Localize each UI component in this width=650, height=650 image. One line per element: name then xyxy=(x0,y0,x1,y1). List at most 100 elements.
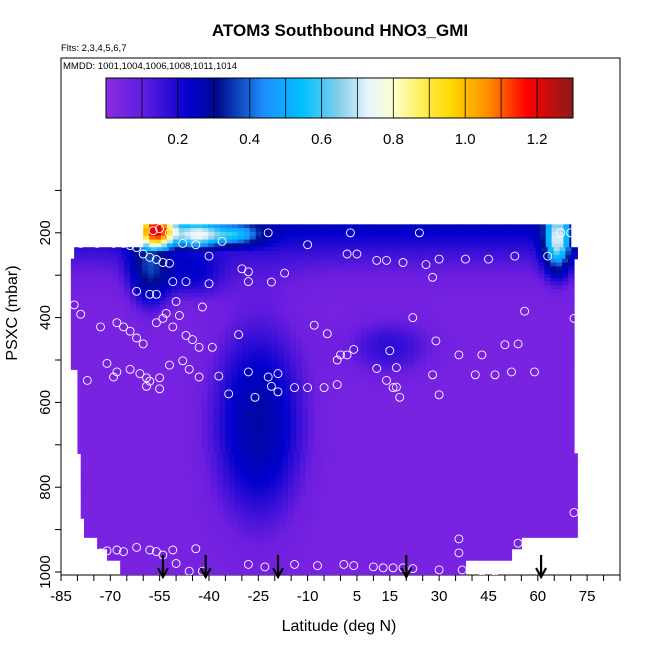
heatmap-cell xyxy=(139,254,146,260)
heatmap-cell xyxy=(313,361,321,367)
heatmap-cell xyxy=(450,231,458,237)
heatmap-cell xyxy=(408,376,416,382)
heatmap-cell xyxy=(212,331,220,336)
heatmap-cell xyxy=(356,231,363,237)
heatmap-cell xyxy=(148,438,155,443)
heatmap-cell xyxy=(242,270,250,275)
heatmap-cell xyxy=(266,388,274,393)
heatmap-cell xyxy=(107,418,114,424)
heatmap-cell xyxy=(326,388,333,393)
heatmap-cell xyxy=(260,258,267,264)
heatmap-cell xyxy=(308,396,315,401)
heatmap-cell xyxy=(218,315,226,321)
heatmap-cell xyxy=(573,357,575,363)
heatmap-cell xyxy=(402,273,409,279)
heatmap-cell xyxy=(396,346,403,351)
heatmap-cell xyxy=(470,247,478,252)
heatmap-cell xyxy=(266,289,273,294)
heatmap-cell xyxy=(568,338,575,344)
heatmap-cell xyxy=(510,243,517,248)
heatmap-cell xyxy=(437,315,445,321)
heatmap-cell xyxy=(373,392,380,397)
heatmap-cell xyxy=(109,254,117,260)
heatmap-cell xyxy=(289,338,297,344)
heatmap-cell xyxy=(538,312,545,317)
heatmap-cell xyxy=(248,331,255,336)
heatmap-cell xyxy=(550,338,557,344)
heatmap-cell xyxy=(76,293,84,298)
heatmap-cell xyxy=(237,426,244,431)
heatmap-cell xyxy=(485,289,492,294)
heatmap-cell xyxy=(521,376,528,382)
heatmap-cell xyxy=(296,388,303,393)
heatmap-cell xyxy=(425,331,433,336)
heatmap-cell xyxy=(520,262,528,267)
heatmap-cell xyxy=(154,445,161,451)
heatmap-cell xyxy=(450,224,458,229)
heatmap-cell xyxy=(230,319,238,325)
heatmap-cell xyxy=(207,361,214,367)
heatmap-cell xyxy=(76,361,84,367)
heatmap-cell xyxy=(544,312,551,317)
heatmap-cell xyxy=(88,357,96,363)
heatmap-cell xyxy=(559,254,567,260)
heatmap-cell xyxy=(521,369,528,374)
heatmap-cell xyxy=(148,396,155,401)
heatmap-cell xyxy=(272,296,279,302)
heatmap-cell xyxy=(550,403,558,409)
heatmap-cell xyxy=(467,281,474,286)
heatmap-cell xyxy=(443,300,451,306)
heatmap-cell xyxy=(151,251,158,256)
heatmap-cell xyxy=(533,388,540,393)
heatmap-cell xyxy=(450,418,457,424)
heatmap-cell xyxy=(366,293,374,298)
heatmap-cell xyxy=(260,342,267,348)
heatmap-cell xyxy=(547,247,555,252)
heatmap-cell xyxy=(326,426,333,431)
heatmap-cell xyxy=(260,304,267,309)
heatmap-cell xyxy=(468,243,476,248)
heatmap-cell xyxy=(231,380,238,386)
heatmap-cell xyxy=(473,315,480,321)
heatmap-cell xyxy=(248,338,255,344)
heatmap-cell xyxy=(242,312,250,317)
heatmap-cell xyxy=(308,445,315,451)
heatmap-cell xyxy=(83,373,90,378)
heatmap-cell xyxy=(107,396,114,401)
heatmap-cell xyxy=(260,434,268,439)
heatmap-cell xyxy=(178,231,186,237)
heatmap-cell xyxy=(189,338,196,344)
heatmap-cell xyxy=(296,392,303,397)
heatmap-cell xyxy=(356,239,363,244)
heatmap-cell xyxy=(172,407,179,412)
heatmap-cell xyxy=(449,338,457,344)
heatmap-cell xyxy=(557,228,565,233)
heatmap-cell xyxy=(510,235,517,241)
heatmap-cell xyxy=(142,376,150,382)
heatmap-cell xyxy=(539,430,546,435)
heatmap-cell xyxy=(420,357,427,363)
heatmap-cell xyxy=(313,285,321,290)
heatmap-cell xyxy=(295,350,303,355)
heatmap-cell xyxy=(118,445,126,451)
heatmap-cell xyxy=(456,403,463,409)
heatmap-cell xyxy=(153,334,161,340)
heatmap-cell xyxy=(479,369,487,374)
heatmap-cell xyxy=(362,231,369,237)
heatmap-cell xyxy=(539,239,547,244)
heatmap-cell xyxy=(468,235,476,241)
heatmap-cell xyxy=(408,296,415,302)
heatmap-cell xyxy=(497,327,504,332)
heatmap-cell xyxy=(112,266,119,271)
heatmap-cell xyxy=(445,235,452,241)
heatmap-cell xyxy=(420,285,427,290)
heatmap-cell xyxy=(313,357,321,363)
heatmap-cell xyxy=(326,243,334,248)
heatmap-cell xyxy=(172,426,179,431)
heatmap-cell xyxy=(77,438,84,443)
heatmap-cell xyxy=(467,277,474,283)
heatmap-cell xyxy=(296,430,303,435)
heatmap-cell xyxy=(272,445,280,451)
heatmap-cell xyxy=(201,331,208,336)
heatmap-cell xyxy=(420,270,427,275)
